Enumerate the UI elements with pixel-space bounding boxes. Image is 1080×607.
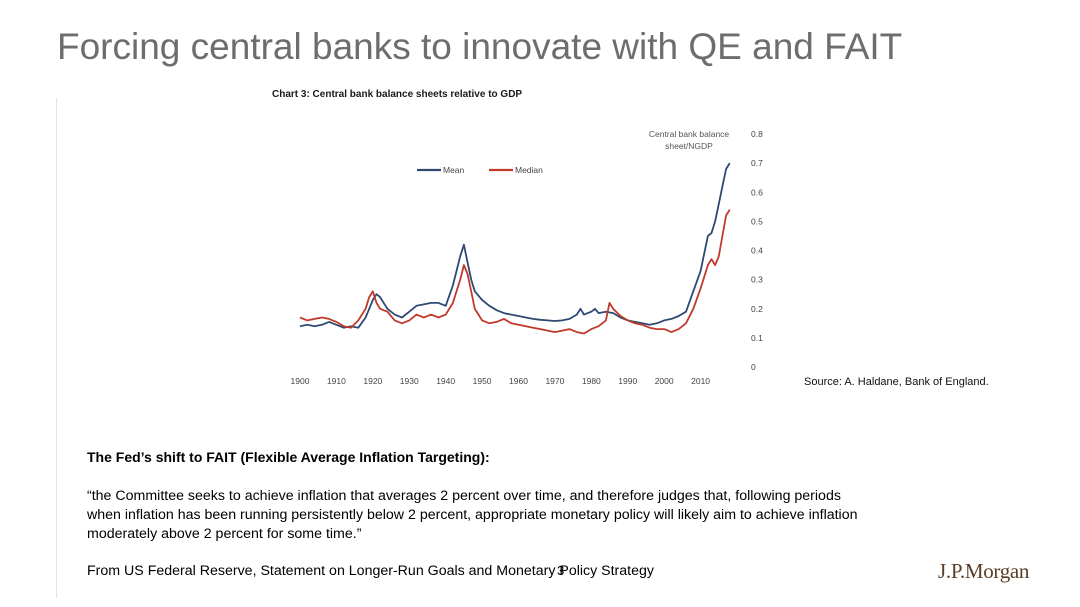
x-tick-label: 1900 (291, 376, 310, 386)
y-tick-label: 0.1 (751, 333, 763, 343)
y-axis-label-line-1: Central bank balance (649, 129, 730, 139)
x-tick-label: 1940 (436, 376, 455, 386)
slide-title: Forcing central banks to innovate with Q… (57, 26, 903, 67)
x-tick-label: 1910 (327, 376, 346, 386)
x-tick-label: 1960 (509, 376, 528, 386)
fait-heading: The Fed’s shift to FAIT (Flexible Averag… (87, 449, 490, 465)
y-tick-label: 0.8 (751, 129, 763, 139)
y-tick-label: 0.6 (751, 187, 763, 197)
y-tick-label: 0.2 (751, 304, 763, 314)
jpmorgan-logo: J.P.Morgan (938, 559, 1030, 583)
chart-title: Chart 3: Central bank balance sheets rel… (272, 89, 523, 100)
page-number: 3 (557, 563, 565, 578)
x-tick-label: 1970 (545, 376, 564, 386)
x-axis-ticks: 1900 1910 1920 1930 1940 1950 1960 1970 1980 1990… (291, 376, 711, 386)
legend-label-median: Median (515, 165, 543, 175)
series-lines (299, 162, 731, 335)
y-tick-label: 0.5 (751, 216, 763, 226)
quote-line-1: “the Committee seeks to achieve inflatio… (87, 488, 841, 504)
citation-text: From US Federal Reserve, Statement on Lo… (87, 563, 654, 579)
legend-label-mean: Mean (443, 165, 465, 175)
x-tick-label: 2000 (655, 376, 674, 386)
y-axis-ticks: 0 0.1 0.2 0.3 0.4 0.5 0.6 0.7 0.8 (751, 129, 763, 372)
y-axis-label-line-2: sheet/NGDP (665, 141, 713, 151)
y-tick-label: 0 (751, 362, 756, 372)
series-line-median (299, 209, 731, 335)
series-line-mean (299, 162, 731, 329)
y-tick-label: 0.3 (751, 275, 763, 285)
x-tick-label: 1920 (363, 376, 382, 386)
left-divider (56, 98, 57, 598)
y-tick-label: 0.4 (751, 246, 763, 256)
x-tick-label: 1980 (582, 376, 601, 386)
citation: From US Federal Reserve, Statement on Lo… (87, 563, 654, 579)
legend: Mean Median (417, 165, 543, 175)
fed-quote: “the Committee seeks to achieve inflatio… (87, 487, 957, 544)
quote-line-3: moderately above 2 percent for some time… (87, 526, 362, 542)
source-note: Source: A. Haldane, Bank of England. (804, 376, 989, 388)
quote-line-2: when inflation has been running persiste… (87, 507, 858, 523)
x-tick-label: 2010 (691, 376, 710, 386)
x-tick-label: 1930 (400, 376, 419, 386)
y-tick-label: 0.7 (751, 158, 763, 168)
x-tick-label: 1990 (618, 376, 637, 386)
x-tick-label: 1950 (473, 376, 492, 386)
